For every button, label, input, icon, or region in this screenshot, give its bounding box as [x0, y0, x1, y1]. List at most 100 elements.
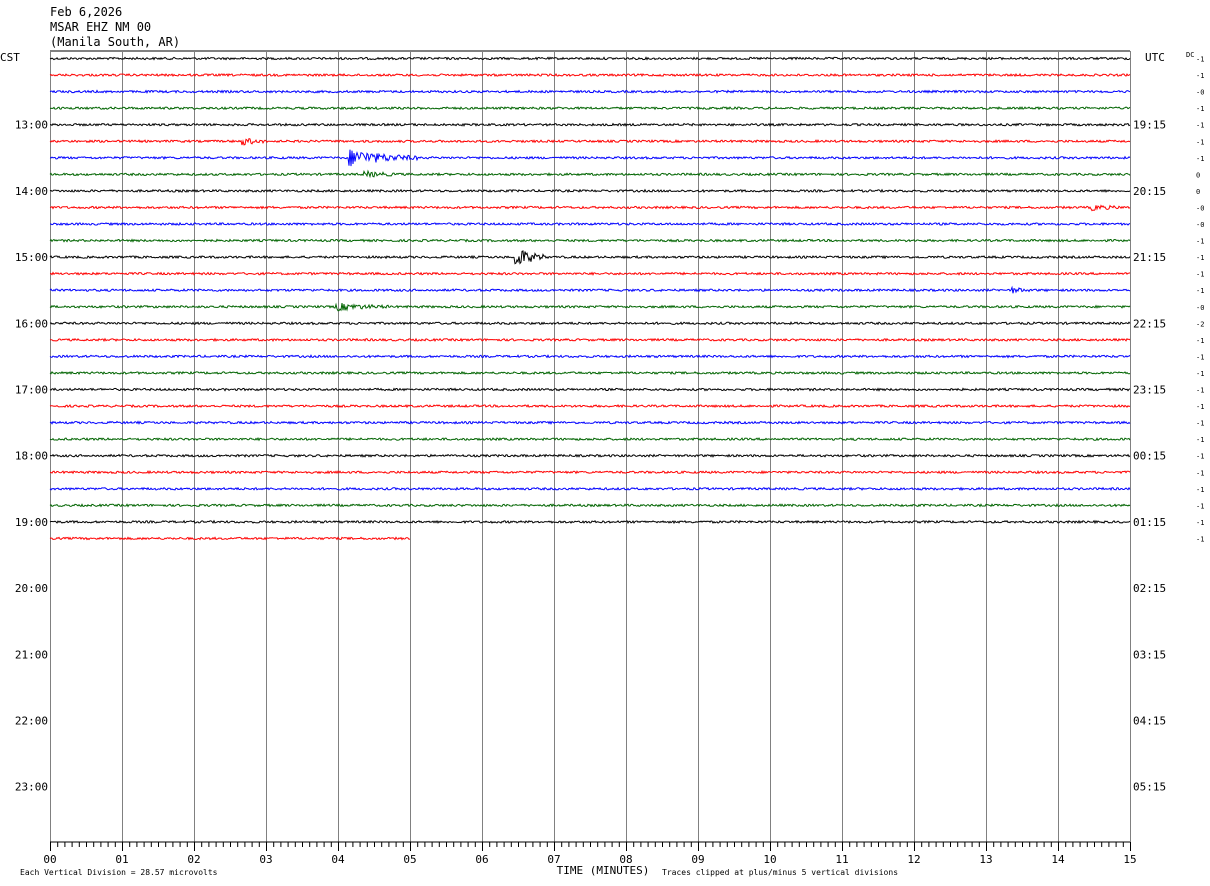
right-hour-label: 23:15 — [1133, 384, 1166, 397]
right-hour-label: 22:15 — [1133, 317, 1166, 330]
seismic-trace — [49, 137, 1131, 146]
dc-offset-label: -0 — [1196, 221, 1204, 229]
dc-offset-label: -0 — [1196, 204, 1204, 212]
seismic-trace — [49, 354, 1131, 359]
seismic-trace — [49, 106, 1131, 111]
seismic-trace — [49, 56, 1131, 61]
seismic-trace — [49, 536, 411, 541]
dc-offset-label: -1 — [1196, 337, 1204, 345]
seismic-trace — [49, 250, 1131, 265]
seismic-trace — [49, 149, 1131, 167]
seismic-trace — [49, 204, 1131, 212]
seismic-trace — [49, 285, 1131, 294]
dc-offset-label: -1 — [1196, 254, 1204, 262]
right-hour-label: 01:15 — [1133, 516, 1166, 529]
right-hour-label: 02:15 — [1133, 582, 1166, 595]
x-tick-label: 08 — [619, 853, 632, 866]
right-hour-label: 05:15 — [1133, 781, 1166, 794]
dc-offset-label: -1 — [1196, 353, 1204, 361]
right-hour-label: 19:15 — [1133, 119, 1166, 132]
right-hour-label: 03:15 — [1133, 648, 1166, 661]
x-tick-label: 00 — [43, 853, 56, 866]
x-tick-label: 12 — [907, 853, 920, 866]
dc-offset-label: -1 — [1196, 271, 1204, 279]
left-hour-label: 17:00 — [15, 384, 48, 397]
x-tick-label: 02 — [187, 853, 200, 866]
dc-offset-label: -1 — [1196, 238, 1204, 246]
right-hour-label: 20:15 — [1133, 185, 1166, 198]
seismic-trace — [49, 503, 1131, 508]
seismic-trace — [49, 420, 1131, 425]
seismic-trace — [49, 453, 1131, 458]
dc-offset-label: 0 — [1196, 188, 1200, 196]
x-tick-label: 05 — [403, 853, 416, 866]
dc-offset-label: -0 — [1196, 304, 1204, 312]
seismic-trace — [50, 221, 1131, 227]
dc-offset-label: -1 — [1196, 370, 1204, 378]
seismic-trace — [49, 387, 1131, 392]
dc-offset-label: -1 — [1196, 486, 1204, 494]
seismic-trace — [49, 321, 1131, 326]
right-timezone-label: UTC — [1145, 51, 1165, 64]
station-label: MSAR EHZ NM 00 — [50, 20, 152, 34]
x-tick-label: 10 — [763, 853, 776, 866]
dc-offset-label: -1 — [1196, 72, 1204, 80]
dc-offset-label: -1 — [1196, 403, 1204, 411]
seismic-trace — [49, 370, 1131, 376]
seismic-trace — [49, 302, 1131, 312]
dc-offset-label: -1 — [1196, 287, 1204, 295]
seismic-trace — [49, 337, 1131, 342]
dc-label: DC — [1186, 51, 1194, 59]
seismic-trace — [49, 169, 1131, 179]
dc-offset-label: -1 — [1196, 122, 1204, 130]
dc-offset-label: -1 — [1196, 56, 1204, 64]
dc-offset-label: -1 — [1196, 420, 1204, 428]
left-hour-label: 18:00 — [15, 450, 48, 463]
dc-offset-label: -1 — [1196, 453, 1204, 461]
left-hour-label: 16:00 — [15, 317, 48, 330]
dc-offset-label: -0 — [1196, 89, 1204, 97]
x-tick-label: 06 — [475, 853, 488, 866]
division-note: Each Vertical Division = 28.57 microvolt… — [20, 868, 218, 877]
seismic-trace — [49, 188, 1131, 193]
left-hour-label: 13:00 — [15, 119, 48, 132]
seismic-trace — [49, 271, 1131, 276]
dc-offset-label: -1 — [1196, 436, 1204, 444]
dc-offset-label: -1 — [1196, 535, 1204, 543]
right-hour-label: 00:15 — [1133, 450, 1166, 463]
seismic-trace — [49, 519, 1131, 525]
x-tick-label: 03 — [259, 853, 272, 866]
seismic-trace — [49, 437, 1131, 442]
left-hour-label: 14:00 — [15, 185, 48, 198]
left-hour-label: 15:00 — [15, 251, 48, 264]
dc-offset-label: -1 — [1196, 519, 1204, 527]
left-timezone-label: CST — [0, 51, 20, 64]
seismic-trace — [49, 403, 1131, 409]
right-hour-label: 04:15 — [1133, 715, 1166, 728]
seismic-trace — [49, 72, 1131, 78]
x-tick-label: 07 — [547, 853, 560, 866]
seismic-trace — [49, 238, 1131, 243]
x-tick-label: 01 — [115, 853, 128, 866]
left-hour-label: 21:00 — [15, 648, 48, 661]
left-hour-label: 19:00 — [15, 516, 48, 529]
left-hour-label: 20:00 — [15, 582, 48, 595]
seismic-trace — [49, 470, 1131, 475]
dc-offset-label: -1 — [1196, 138, 1204, 146]
dc-offset-label: -1 — [1196, 502, 1204, 510]
right-hour-label: 21:15 — [1133, 251, 1166, 264]
x-tick-label: 11 — [835, 853, 848, 866]
x-tick-label: 15 — [1123, 853, 1136, 866]
seismic-trace — [49, 486, 1131, 491]
seismic-trace — [49, 89, 1131, 94]
dc-offset-label: 0 — [1196, 171, 1200, 179]
left-hour-label: 22:00 — [15, 715, 48, 728]
x-tick-label: 13 — [979, 853, 992, 866]
x-tick-label: 09 — [691, 853, 704, 866]
date-label: Feb 6,2026 — [50, 5, 123, 19]
x-axis-title: TIME (MINUTES) — [557, 864, 650, 877]
clip-note: Traces clipped at plus/minus 5 vertical … — [662, 868, 898, 877]
dc-offset-label: -1 — [1196, 105, 1204, 113]
x-tick-label: 04 — [331, 853, 345, 866]
